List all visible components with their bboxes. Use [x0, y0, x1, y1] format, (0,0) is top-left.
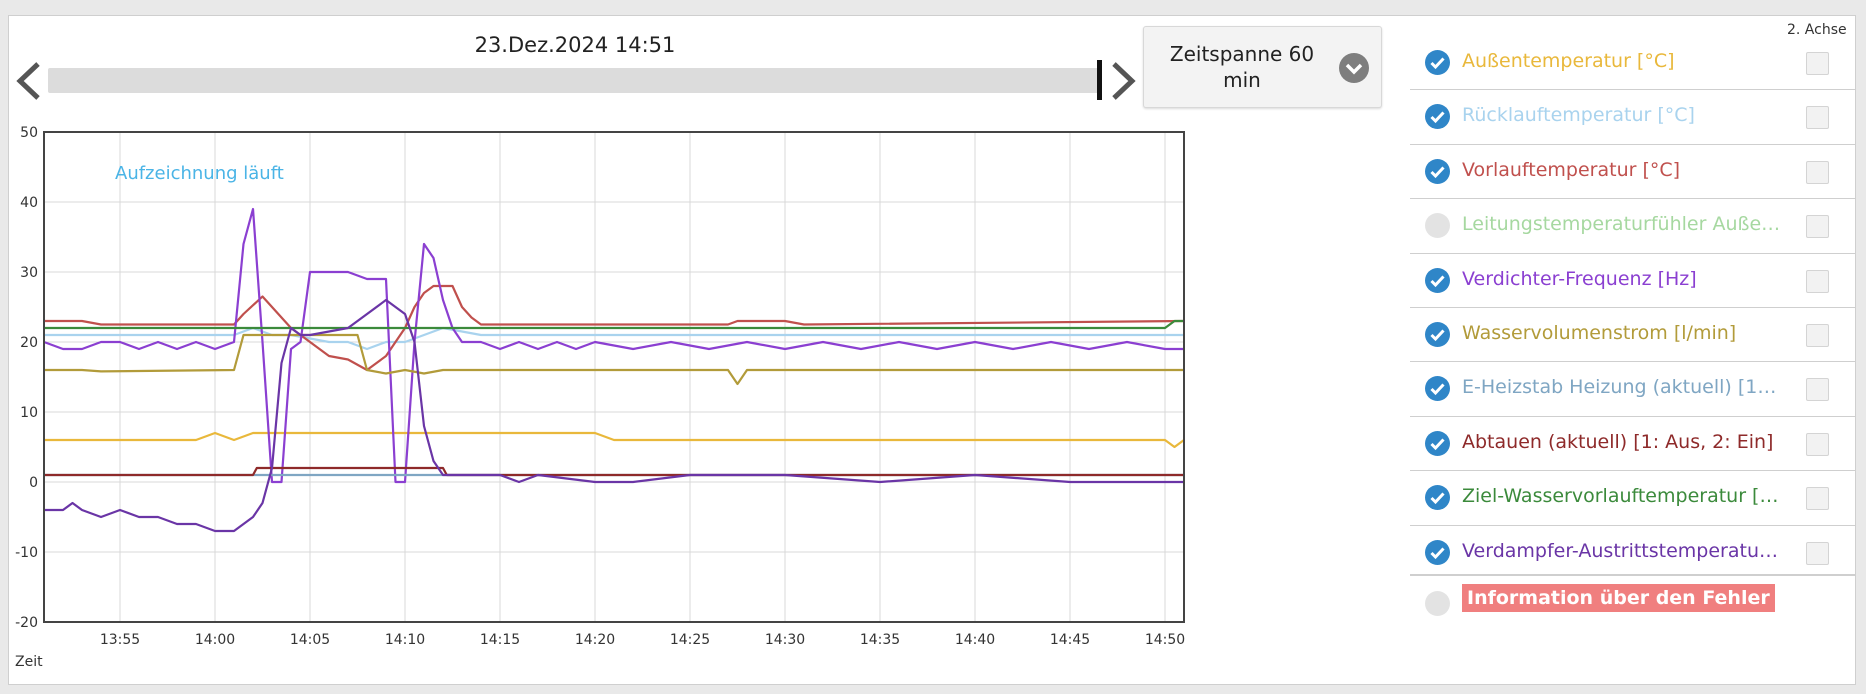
second-axis-checkbox[interactable]: [1806, 541, 1829, 565]
checkmark-icon[interactable]: [1425, 50, 1450, 75]
next-arrow-icon[interactable]: [1106, 58, 1140, 104]
x-tick-label: 14:30: [765, 632, 805, 648]
timespan-label: Zeitspanne 60 min: [1169, 42, 1315, 92]
checkmark-icon[interactable]: [1425, 267, 1450, 293]
x-tick-label: 14:15: [480, 632, 520, 648]
x-tick-label: 14:45: [1050, 632, 1090, 648]
x-tick-label: 14:20: [575, 632, 615, 648]
second-axis-checkbox[interactable]: [1806, 52, 1829, 75]
legend-label: Vorlauftemperatur [°C]: [1462, 158, 1681, 181]
x-tick-label: 14:40: [955, 632, 995, 648]
legend-item[interactable]: E-Heizstab Heizung (aktuell) [1: Aus, 2:…: [1410, 362, 1856, 417]
y-tick-label: -20: [15, 615, 38, 631]
checkmark-icon[interactable]: [1425, 104, 1450, 130]
legend: Außentemperatur [°C] Rücklauftemperatur […: [1410, 36, 1856, 579]
legend-item[interactable]: Wasservolumenstrom [l/min]: [1410, 308, 1856, 363]
series-line-5: [44, 333, 1184, 386]
legend-item[interactable]: Vorlauftemperatur [°C]: [1410, 145, 1856, 200]
time-slider-handle[interactable]: [1097, 60, 1102, 100]
checkbox-circle-icon[interactable]: [1425, 213, 1450, 239]
checkmark-icon[interactable]: [1425, 485, 1450, 511]
chevron-down-icon[interactable]: [1339, 53, 1369, 83]
legend-label: Ziel-Wasservorlauftemperatur [°C]: [1462, 485, 1782, 508]
line-chart: -20 -10 0 10 20 30 40 50 13:55 14:00 14:05 14:10 14:…: [15, 125, 1185, 670]
recording-status: Aufzeichnung läuft: [115, 163, 284, 184]
y-tick-label: 50: [20, 125, 38, 141]
second-axis-label: 2. Achse: [1787, 22, 1847, 38]
y-tick-label: 30: [20, 265, 38, 281]
error-info-row[interactable]: Information über den Fehler: [1410, 582, 1856, 624]
plot-area: [44, 132, 1184, 622]
second-axis-checkbox[interactable]: [1806, 269, 1829, 293]
legend-label: E-Heizstab Heizung (aktuell) [1: Aus, 2:…: [1462, 376, 1782, 399]
time-slider-track[interactable]: [48, 68, 1100, 93]
x-tick-label: 14:35: [860, 632, 900, 648]
error-info-label: Information über den Fehler: [1462, 584, 1775, 612]
second-axis-checkbox[interactable]: [1806, 106, 1829, 130]
second-axis-checkbox[interactable]: [1806, 487, 1829, 511]
current-datetime: 23.Dez.2024 14:51: [474, 33, 676, 57]
legend-item[interactable]: Verdampfer-Austrittstemperatur [°C]: [1410, 526, 1856, 579]
previous-arrow-icon[interactable]: [12, 58, 46, 104]
legend-item[interactable]: Abtauen (aktuell) [1: Aus, 2: Ein]: [1410, 417, 1856, 472]
legend-item[interactable]: Ziel-Wasservorlauftemperatur [°C]: [1410, 471, 1856, 526]
x-axis-label: Zeit: [15, 654, 43, 670]
legend-label: Wasservolumenstrom [l/min]: [1462, 321, 1737, 344]
series-line-8: [44, 319, 1184, 330]
series-line-2: [44, 326, 1184, 351]
legend-item[interactable]: Leitungstemperaturfühler Außeneinheit: [1410, 199, 1856, 254]
checkmark-icon[interactable]: [1425, 321, 1450, 347]
checkmark-icon[interactable]: [1425, 430, 1450, 456]
y-tick-label: 40: [20, 195, 38, 211]
series-line-7: [44, 466, 1184, 477]
checkbox-circle-icon[interactable]: [1425, 591, 1450, 616]
legend-label: Leitungstemperaturfühler Außeneinheit: [1462, 213, 1782, 236]
timespan-dropdown[interactable]: Zeitspanne 60 min: [1143, 26, 1382, 108]
legend-label: Verdichter-Frequenz [Hz]: [1462, 267, 1697, 290]
x-tick-label: 14:10: [385, 632, 425, 648]
x-tick-label: 14:50: [1145, 632, 1185, 648]
legend-item[interactable]: Außentemperatur [°C]: [1410, 36, 1856, 91]
y-tick-label: 0: [29, 475, 38, 491]
x-tick-label: 13:55: [100, 632, 140, 648]
second-axis-checkbox[interactable]: [1806, 378, 1829, 402]
x-tick-label: 14:00: [195, 632, 235, 648]
y-tick-label: 20: [20, 335, 38, 351]
x-tick-label: 14:05: [290, 632, 330, 648]
legend-label: Verdampfer-Austrittstemperatur [°C]: [1462, 539, 1782, 562]
second-axis-checkbox[interactable]: [1806, 160, 1829, 184]
plot-frame: [43, 131, 1185, 623]
legend-divider: [1410, 574, 1856, 576]
checkmark-icon[interactable]: [1425, 158, 1450, 184]
series-line-4: [43, 207, 1184, 484]
y-tick-label: 10: [20, 405, 38, 421]
legend-label: Rücklauftemperatur [°C]: [1462, 104, 1695, 127]
checkmark-icon[interactable]: [1425, 376, 1450, 402]
legend-item[interactable]: Rücklauftemperatur [°C]: [1410, 90, 1856, 145]
series-line-9: [44, 298, 1184, 533]
second-axis-checkbox[interactable]: [1806, 323, 1829, 347]
x-tick-label: 14:25: [670, 632, 710, 648]
checkmark-icon[interactable]: [1425, 539, 1450, 565]
legend-label: Außentemperatur [°C]: [1462, 50, 1675, 72]
legend-label: Abtauen (aktuell) [1: Aus, 2: Ein]: [1462, 430, 1774, 453]
second-axis-checkbox[interactable]: [1806, 432, 1829, 456]
second-axis-checkbox[interactable]: [1806, 215, 1829, 239]
series-line-1: [44, 431, 1185, 449]
y-tick-label: -10: [15, 545, 38, 561]
legend-item[interactable]: Verdichter-Frequenz [Hz]: [1410, 254, 1856, 308]
